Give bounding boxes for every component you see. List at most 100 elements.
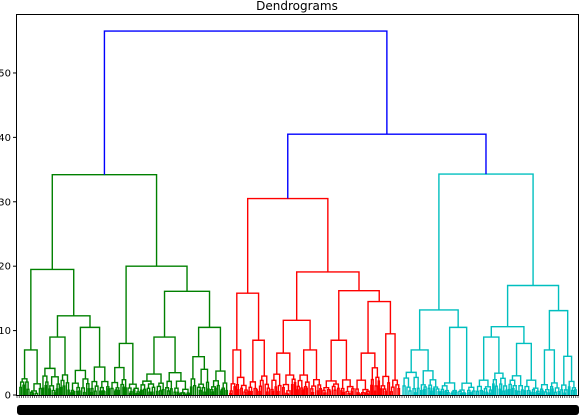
dendrogram-link <box>448 326 468 384</box>
dendrogram-link <box>526 379 537 389</box>
dendrogram-link <box>492 383 495 395</box>
dendrogram-link <box>500 377 506 386</box>
dendrogram-link <box>492 379 497 387</box>
y-tick-label: 30 <box>0 197 11 208</box>
dendrogram-link <box>397 387 401 395</box>
dendrogram-link <box>51 174 158 270</box>
dendrogram-link <box>518 385 524 392</box>
dendrogram-link <box>389 391 394 395</box>
dendrogram-link <box>514 389 518 395</box>
dendrogram-link <box>45 381 49 395</box>
dendrogram-link <box>290 383 294 395</box>
dendrogram-link <box>413 376 419 389</box>
dendrogram-link <box>437 391 441 395</box>
dendrogram-link <box>277 390 280 395</box>
dendrogram-link <box>432 388 436 395</box>
dendrogram-link <box>215 370 226 384</box>
dendrogram-link <box>384 390 388 395</box>
dendrogram-link <box>253 387 258 395</box>
dendrogram-link <box>247 390 251 395</box>
dendrogram-links <box>19 30 577 395</box>
dendrogram-link <box>99 390 102 395</box>
dendrogram-link <box>34 392 39 395</box>
dendrogram-link <box>438 173 534 310</box>
dendrogram-link <box>48 388 52 395</box>
dendrogram-link <box>560 389 564 395</box>
dendrogram-link <box>21 378 28 383</box>
dendrogram-link <box>444 390 447 395</box>
dendrogram-link <box>135 393 139 395</box>
dendrogram-link <box>210 389 214 395</box>
dendrogram-link <box>402 385 406 395</box>
dendrogram-link <box>364 392 369 395</box>
dendrogram-link <box>488 392 491 395</box>
chart-title: Dendrograms <box>256 0 338 13</box>
dendrogram-link <box>49 385 55 391</box>
dendrogram-link <box>197 326 222 372</box>
dendrogram-link <box>139 389 143 395</box>
dendrogram-link <box>120 383 125 395</box>
dendrogram-link <box>118 342 134 385</box>
y-tick-label: 40 <box>0 133 11 144</box>
dendrogram-link <box>511 387 515 395</box>
dendrogram-link <box>211 391 215 395</box>
dendrogram-link <box>440 388 445 395</box>
dendrogram-link <box>366 393 369 395</box>
dendrogram-link <box>125 265 188 344</box>
dendrogram-link <box>476 390 480 395</box>
dendrogram-link <box>323 387 330 391</box>
dendrogram-link <box>505 389 508 395</box>
dendrogram-link <box>182 388 189 394</box>
dendrogram-link <box>286 393 290 395</box>
y-tick-label: 20 <box>0 262 11 273</box>
dendrogram-link <box>236 376 245 386</box>
dendrogram-link <box>203 391 206 395</box>
y-axis: 0 10 20 30 40 50 <box>0 68 17 402</box>
dendrogram-link <box>155 390 159 395</box>
dendrogram-link <box>192 355 206 379</box>
dendrogram-link <box>573 389 577 395</box>
dendrogram-link <box>78 390 81 395</box>
dendrogram-link <box>212 380 219 387</box>
dendrogram-link <box>379 388 383 395</box>
dendrogram-link <box>74 369 87 384</box>
dendrogram-link <box>163 290 211 338</box>
dendrogram-link <box>336 387 340 395</box>
dendrogram-link <box>240 387 244 395</box>
dendrogram-link <box>458 390 462 395</box>
dendrogram-link <box>356 392 360 395</box>
dendrogram-link <box>295 271 360 321</box>
dendrogram-link <box>94 385 99 395</box>
dendrogram-link <box>454 391 458 395</box>
dendrogram-link <box>429 379 437 388</box>
dendrogram-link <box>192 384 197 395</box>
dendrogram-link <box>220 390 223 395</box>
dendrogram-link <box>430 390 433 395</box>
dendrogram-link <box>82 378 89 388</box>
dendrogram-link <box>471 390 476 395</box>
dendrogram-link <box>377 380 381 395</box>
leaf-labels-band <box>17 405 579 415</box>
dendrogram-link <box>285 392 289 395</box>
dendrogram-link <box>136 391 140 395</box>
dendrogram-link <box>236 292 260 350</box>
dendrogram-link <box>450 392 454 395</box>
dendrogram-link <box>494 385 498 395</box>
dendrogram-link <box>156 385 162 392</box>
dendrogram-link <box>79 326 101 371</box>
dendrogram-link <box>176 391 180 395</box>
dendrogram-link <box>416 387 420 395</box>
dendrogram-link <box>107 388 111 395</box>
dendrogram-link <box>561 384 567 390</box>
dendrogram-link <box>121 378 127 388</box>
dendrogram-link <box>271 390 275 395</box>
y-tick-label: 0 <box>5 391 11 402</box>
dendrogram-link <box>26 388 30 395</box>
dendrogram-link <box>468 386 475 392</box>
dendrogram-link <box>299 374 309 383</box>
dendrogram-link <box>255 389 259 395</box>
dendrogram-link <box>72 390 75 395</box>
dendrogram-link <box>413 392 417 395</box>
dendrogram-link <box>301 389 305 395</box>
